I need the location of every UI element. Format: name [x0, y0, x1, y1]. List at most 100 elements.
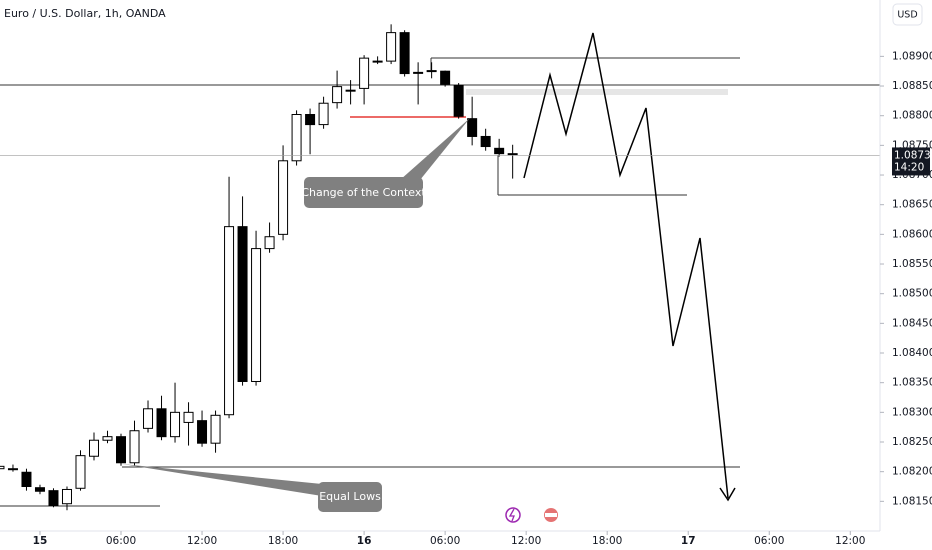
x-tick-label: 06:00: [430, 535, 460, 547]
x-tick-label: 12:00: [187, 535, 217, 547]
candle-body: [480, 135, 491, 148]
candle: [210, 410, 221, 453]
y-tick-label: 1.08800: [892, 110, 932, 122]
candle: [88, 432, 99, 461]
candle: [197, 410, 208, 447]
candle-body: [224, 226, 235, 416]
currency-button[interactable]: [892, 3, 923, 26]
candle: [480, 128, 491, 151]
candle-body: [197, 420, 208, 444]
currency-label: USD: [897, 10, 917, 21]
x-tick-label: 16: [357, 535, 372, 547]
candle-body: [75, 455, 86, 489]
candle: [116, 433, 127, 466]
candle-body: [88, 439, 99, 457]
x-tick-label: 18:00: [592, 535, 622, 547]
chart-title: Euro / U.S. Dollar, 1h, OANDA: [4, 7, 166, 20]
candle-body: [494, 147, 505, 155]
candle-body: [372, 60, 383, 63]
candle-body: [264, 236, 275, 250]
y-tick-label: 1.08600: [892, 228, 932, 240]
candle: [453, 83, 464, 119]
candle-body: [237, 226, 248, 382]
candle: [48, 488, 59, 508]
candle: [224, 176, 235, 419]
candle: [345, 80, 356, 105]
arrow-head: [719, 487, 736, 502]
annotation-text: Equal Lows: [319, 490, 381, 503]
candle-body: [507, 153, 518, 156]
candle-body: [48, 490, 59, 506]
projection-path: [523, 32, 729, 499]
candle-body: [156, 408, 167, 438]
candle-body: [34, 487, 45, 492]
y-tick-label: 1.08350: [892, 377, 932, 389]
x-tick-label: 06:00: [754, 535, 784, 547]
candle: [318, 96, 329, 129]
y-tick-label: 1.08650: [892, 199, 932, 211]
candle-body: [116, 436, 127, 464]
candle-body: [170, 411, 181, 438]
candle: [278, 145, 289, 241]
candle: [332, 70, 343, 109]
candle-body: [0, 465, 5, 470]
candle: [7, 464, 18, 472]
event-icon: [508, 508, 515, 522]
candle-body: [332, 86, 343, 104]
zone: [466, 89, 728, 95]
y-tick-label: 1.08550: [892, 258, 932, 270]
x-tick-label: 12:00: [511, 535, 541, 547]
candle: [143, 400, 154, 433]
last-price-box: [892, 147, 930, 176]
candle: [264, 222, 275, 253]
x-tick-label: 18:00: [268, 535, 298, 547]
candle: [170, 382, 181, 443]
candle-body: [318, 102, 329, 126]
candle: [251, 230, 262, 386]
candle-body: [102, 436, 113, 441]
countdown-label: 14:20: [894, 161, 924, 173]
candle-body: [345, 89, 356, 92]
candle: [102, 430, 113, 444]
candle-body: [386, 32, 397, 62]
icons: [505, 507, 558, 523]
candle-body: [359, 57, 370, 89]
candle-body: [291, 114, 302, 162]
candle-body: [21, 471, 32, 488]
candle: [183, 402, 194, 446]
candle: [359, 55, 370, 105]
candle: [440, 70, 451, 87]
candle: [34, 484, 45, 495]
candle: [75, 450, 86, 491]
candle: [467, 96, 478, 146]
candle: [399, 30, 410, 77]
y-tick-label: 1.08500: [892, 288, 932, 300]
candle-body: [278, 160, 289, 235]
callout-box: [304, 177, 423, 208]
candle-body: [440, 70, 451, 85]
y-tick-label: 1.08400: [892, 347, 932, 359]
candle-body: [183, 411, 194, 423]
callout-pointer: [400, 118, 470, 180]
candle: [507, 144, 518, 179]
y-tick-label: 1.08450: [892, 317, 932, 329]
x-tick-label: 15: [33, 535, 48, 547]
candle-body: [467, 118, 478, 137]
candle-body: [129, 430, 140, 464]
candle: [386, 24, 397, 65]
y-tick-label: 1.08250: [892, 436, 932, 448]
candle-body: [399, 32, 410, 75]
y-tick-label: 1.08850: [892, 80, 932, 92]
callout-pointer: [122, 464, 322, 496]
candle: [0, 465, 5, 470]
candle-body: [413, 71, 424, 74]
x-tick-label: 12:00: [835, 535, 865, 547]
y-tick-label: 1.08200: [892, 466, 932, 478]
candle: [372, 56, 383, 65]
candle: [426, 62, 437, 79]
candle-body: [251, 248, 262, 382]
candle-body: [7, 468, 18, 471]
candle-body: [210, 414, 221, 444]
callout-box: [318, 482, 382, 512]
